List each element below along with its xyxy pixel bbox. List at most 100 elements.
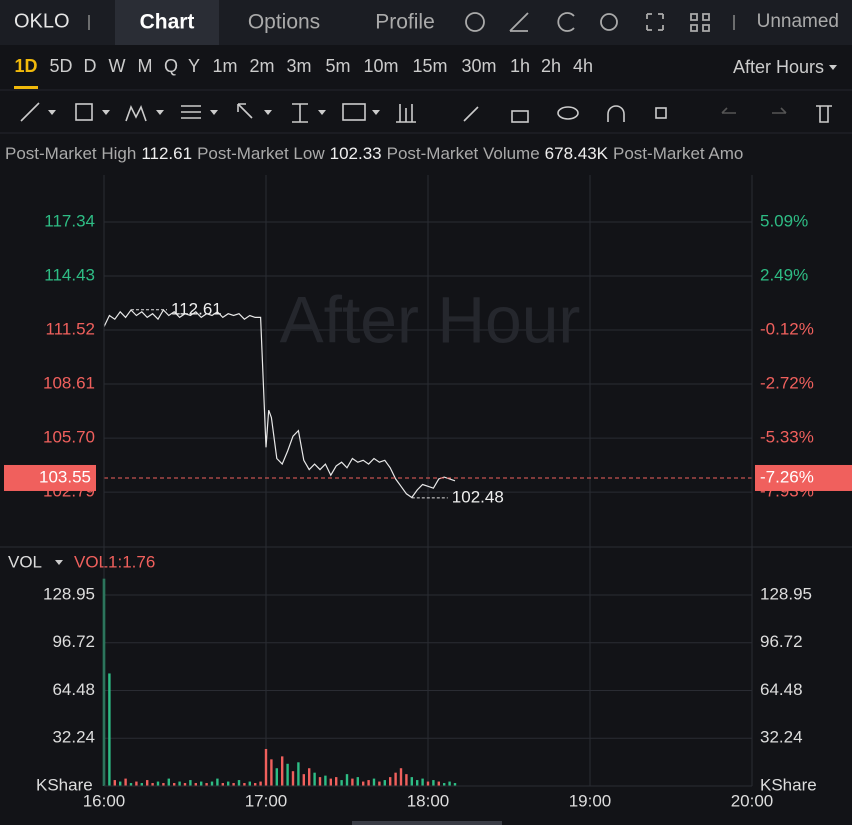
x-tick-label: 20:00 [731, 791, 774, 810]
unit-label: KShare [760, 775, 817, 794]
stat-label: Post-Market Low [197, 144, 325, 163]
period[interactable]: Y [188, 56, 200, 76]
period[interactable]: 30m [461, 56, 496, 76]
symbol[interactable]: OKLO [14, 10, 70, 32]
period[interactable]: W [109, 56, 126, 76]
period[interactable]: 1m [212, 56, 237, 76]
stats-line: Post-Market High 112.61 Post-Market Low 102… [5, 144, 743, 163]
period[interactable]: 2m [249, 56, 274, 76]
toolbar-bg [0, 45, 852, 133]
copy-tool[interactable] [655, 107, 667, 119]
volume-bar [113, 780, 116, 786]
pen-tool[interactable] [463, 106, 479, 122]
last-price-badge [4, 464, 96, 491]
measure-tool[interactable] [292, 103, 308, 123]
volume-bar [432, 780, 435, 786]
drawing-tools [20, 102, 832, 123]
period[interactable]: 5D [49, 56, 72, 76]
y2-tick-label: -2.72% [760, 373, 814, 392]
volume-bar [302, 774, 305, 786]
vol-legend-arrow [55, 560, 63, 565]
y2-tick-label: 32.24 [760, 728, 803, 747]
settings-icon[interactable] [600, 13, 618, 31]
stat-value: 102.33 [330, 144, 382, 163]
y2-tick-label: -0.12% [760, 319, 814, 338]
volume-bar [362, 781, 365, 786]
pattern-tool[interactable] [125, 104, 147, 122]
y-tick-label: 128.95 [43, 585, 95, 604]
volume-bar [270, 759, 273, 786]
active-tab-bg [115, 0, 219, 45]
period[interactable]: 1h [510, 56, 530, 76]
volume-bar [281, 756, 284, 786]
volume-bar [291, 771, 295, 786]
period[interactable]: 15m [412, 56, 447, 76]
plot-bg [0, 173, 852, 825]
refresh-icon[interactable] [557, 12, 575, 32]
volume-bar [248, 781, 251, 786]
arrow-tool[interactable] [237, 103, 253, 119]
vol-legend[interactable]: VOL [8, 552, 42, 571]
undo-tool[interactable] [721, 107, 736, 114]
stat-value: 678.43K [545, 144, 609, 163]
tab[interactable]: Options [248, 11, 320, 34]
delete-tool[interactable] [816, 105, 832, 123]
account[interactable]: Unnamed [757, 11, 839, 32]
volume-bar [345, 774, 349, 786]
speed-icon[interactable] [465, 12, 485, 32]
volume-bar [162, 783, 165, 786]
volume-bar [351, 778, 354, 786]
watermark: After Hour [280, 282, 581, 356]
volume-bar [378, 781, 381, 786]
volume-bar [340, 780, 343, 786]
tab[interactable]: Chart [140, 11, 195, 34]
dropdown-arrow [829, 65, 837, 70]
scrollbar[interactable] [352, 821, 502, 825]
lock-tool[interactable] [511, 110, 529, 123]
x-tick-label: 17:00 [245, 791, 288, 810]
volume-bar [324, 775, 327, 786]
stat-value: 112.61 [141, 144, 192, 163]
period[interactable]: 10m [363, 56, 398, 76]
line-tool[interactable] [20, 102, 40, 122]
period[interactable]: 4h [573, 56, 593, 76]
period[interactable]: D [84, 56, 97, 76]
volume-bar [167, 778, 170, 786]
period[interactable]: Q [164, 56, 178, 76]
period[interactable]: M [138, 56, 153, 76]
y-tick-label: 111.52 [46, 320, 95, 339]
text-tool[interactable] [342, 103, 366, 121]
volume-bar [140, 783, 143, 786]
period[interactable]: 5m [325, 56, 350, 76]
volume-bar [254, 783, 257, 786]
magnet-tool[interactable] [607, 105, 625, 122]
fullscreen-icon[interactable] [646, 13, 664, 31]
candle-tool[interactable] [396, 104, 416, 123]
volume-bar [297, 762, 300, 786]
fib-tool[interactable] [181, 105, 201, 119]
unit-label: KShare [36, 775, 93, 794]
volume-bar [232, 783, 235, 786]
layout-icon[interactable] [690, 13, 710, 32]
volume-bar [275, 768, 278, 786]
volume-bar [194, 783, 197, 786]
volume-bar [335, 777, 338, 786]
volume-bar [210, 781, 214, 786]
tab[interactable]: Profile [375, 11, 435, 34]
eye-tool[interactable] [557, 106, 579, 120]
header-icons [465, 12, 710, 32]
session-select[interactable]: After Hours [733, 57, 824, 77]
volume-bar [178, 781, 181, 786]
period[interactable]: 2h [541, 56, 561, 76]
edit-icon[interactable] [509, 12, 529, 32]
redo-tool[interactable] [772, 107, 787, 114]
period[interactable]: 3m [286, 56, 311, 76]
period[interactable]: 1D [14, 56, 37, 76]
volume-bar [394, 772, 397, 786]
y2-tick-label: 64.48 [760, 680, 803, 699]
vol-indicator: VOL1:1.76 [74, 552, 155, 571]
volume-bar [108, 673, 111, 786]
volume-bar [216, 778, 219, 786]
rect-tool[interactable] [75, 103, 93, 121]
chart-area: 117.34114.43111.52108.61105.70102.795.09… [0, 173, 852, 825]
